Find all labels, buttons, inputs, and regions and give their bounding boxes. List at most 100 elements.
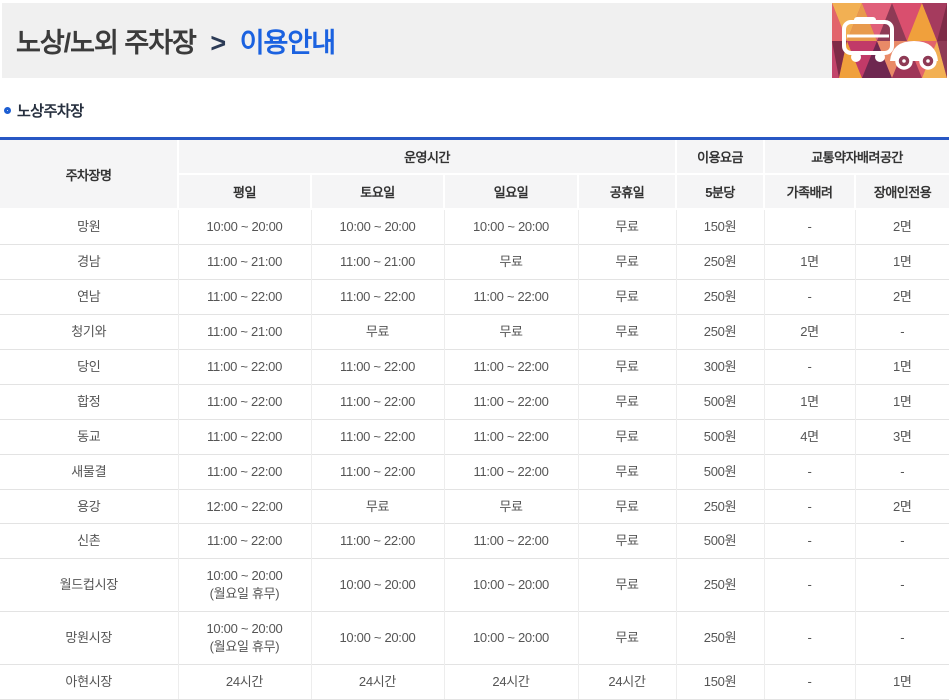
table-row: 망원 10:00 ~ 20:00 10:00 ~ 20:00 10:00 ~ 20:0… [0,208,949,245]
cell-parking-name: 월드컵시장 [0,558,179,612]
cell-disabled-space: - [854,453,949,489]
cell-sunday-hours: 10:00 ~ 20:00 [443,208,579,245]
parking-table-wrap: 주차장명 운영시간 이용요금 교통약자배려공간 평일 토요일 일요일 공휴일 5… [0,137,949,700]
cell-fee-per-5min: 250원 [675,313,765,350]
section-title: 노상주차장 [17,103,84,120]
cell-sunday-hours: 10:00 ~ 20:00 [443,611,579,665]
cell-family-space: 2면 [763,313,856,350]
cell-holiday-hours: 무료 [577,418,677,455]
table-row: 월드컵시장 10:00 ~ 20:00 (월요일 휴무) 10:00 ~ 20:00… [0,558,949,612]
cell-sunday-hours: 11:00 ~ 22:00 [443,523,579,559]
cell-fee-per-5min: 300원 [675,348,765,385]
cell-disabled-space: - [854,313,949,350]
table-row: 연남 11:00 ~ 22:00 11:00 ~ 22:00 11:00 ~ 22:0… [0,278,949,315]
cell-holiday-hours: 무료 [577,208,677,245]
cell-weekday-hours: 10:00 ~ 20:00 (월요일 휴무) [177,611,312,665]
cell-fee-per-5min: 150원 [675,208,765,245]
cell-holiday-hours: 무료 [577,488,677,524]
header-group-priority: 교통약자배려공간 [763,137,949,175]
cell-fee-per-5min: 500원 [675,418,765,455]
cell-parking-name: 용강 [0,488,179,524]
section-heading: 노상주차장 [4,100,84,121]
header-disabled-space: 장애인전용 [854,173,949,210]
cell-weekday-hours: 24시간 [177,664,312,700]
cell-sunday-hours: 11:00 ~ 22:00 [443,383,579,420]
cell-saturday-hours: 11:00 ~ 22:00 [310,383,445,420]
cell-saturday-hours: 무료 [310,313,445,350]
cell-holiday-hours: 무료 [577,558,677,612]
cell-parking-name: 동교 [0,418,179,455]
cell-family-space: - [763,453,856,489]
breadcrumb-current: 이용안내 [239,28,336,58]
cell-parking-name: 당인 [0,348,179,385]
cell-sunday-hours: 24시간 [443,664,579,700]
cell-disabled-space: 2면 [854,488,949,524]
cell-fee-per-5min: 150원 [675,664,765,700]
cell-fee-per-5min: 250원 [675,278,765,315]
cell-sunday-hours: 11:00 ~ 22:00 [443,348,579,385]
cell-sunday-hours: 10:00 ~ 20:00 [443,558,579,612]
table-row: 용강 12:00 ~ 22:00 무료 무료 무료 250원 -2면 [0,488,949,524]
cell-weekday-hours: 11:00 ~ 22:00 [177,523,312,559]
cell-disabled-space: 2면 [854,208,949,245]
table-row: 새물결 11:00 ~ 22:00 11:00 ~ 22:00 11:00 ~ 22:… [0,453,949,489]
table-row: 청기와 11:00 ~ 21:00 무료 무료 무료 250원 2면 - [0,313,949,350]
cell-parking-name: 망원시장 [0,611,179,665]
header-saturday: 토요일 [310,173,445,210]
table-row: 망원시장 10:00 ~ 20:00 (월요일 휴무) 10:00 ~ 20:00 1… [0,611,949,665]
header-sunday: 일요일 [443,173,579,210]
cell-disabled-space: 1면 [854,348,949,385]
cell-family-space: - [763,208,856,245]
cell-saturday-hours: 11:00 ~ 22:00 [310,523,445,559]
cell-saturday-hours: 무료 [310,488,445,524]
header-parking-name: 주차장명 [0,137,179,210]
cell-parking-name: 합정 [0,383,179,420]
cell-holiday-hours: 무료 [577,278,677,315]
cell-family-space: - [763,611,856,665]
table-row: 당인 11:00 ~ 22:00 11:00 ~ 22:00 11:00 ~ 22:0… [0,348,949,385]
table-header-row-groups: 주차장명 운영시간 이용요금 교통약자배려공간 [0,137,949,210]
cell-fee-per-5min: 250원 [675,243,765,280]
cell-sunday-hours: 11:00 ~ 22:00 [443,453,579,489]
cell-disabled-space: 2면 [854,278,949,315]
cell-parking-name: 경남 [0,243,179,280]
ring-bullet-icon [4,107,11,114]
breadcrumb: 노상/노외 주차장 > 이용안내 [2,21,336,60]
cell-sunday-hours: 무료 [443,488,579,524]
cell-parking-name: 아현시장 [0,664,179,700]
cell-saturday-hours: 11:00 ~ 22:00 [310,348,445,385]
table-row: 합정 11:00 ~ 22:00 11:00 ~ 22:00 11:00 ~ 22:0… [0,383,949,420]
cell-weekday-hours: 11:00 ~ 22:00 [177,278,312,315]
cell-weekday-hours: 10:00 ~ 20:00 (월요일 휴무) [177,558,312,612]
cell-weekday-hours: 11:00 ~ 22:00 [177,418,312,455]
parking-table: 주차장명 운영시간 이용요금 교통약자배려공간 평일 토요일 일요일 공휴일 5… [0,137,949,700]
cell-saturday-hours: 11:00 ~ 21:00 [310,243,445,280]
cell-family-space: - [763,664,856,700]
cell-fee-per-5min: 250원 [675,611,765,665]
header-group-fee: 이용요금 [675,137,766,175]
cell-disabled-space: 1면 [854,243,949,280]
bus-icon [842,17,894,62]
cell-family-space: - [763,488,856,524]
cell-saturday-hours: 11:00 ~ 22:00 [310,418,445,455]
cell-disabled-space: 3면 [854,418,949,455]
cell-family-space: - [763,348,856,385]
cell-saturday-hours: 11:00 ~ 22:00 [310,453,445,489]
cell-holiday-hours: 무료 [577,243,677,280]
cell-fee-per-5min: 500원 [675,383,765,420]
cell-holiday-hours: 무료 [577,313,677,350]
header-family-space: 가족배려 [763,173,857,210]
cell-saturday-hours: 24시간 [310,664,445,700]
table-row: 동교 11:00 ~ 22:00 11:00 ~ 22:00 11:00 ~ 22:0… [0,418,949,455]
cell-disabled-space: - [854,558,949,612]
breadcrumb-parent: 노상/노외 주차장 [16,28,197,58]
cell-holiday-hours: 24시간 [577,664,677,700]
cell-fee-per-5min: 250원 [675,488,765,524]
cell-weekday-hours: 11:00 ~ 22:00 [177,383,312,420]
cell-fee-per-5min: 500원 [675,523,765,559]
cell-family-space: 1면 [763,383,856,420]
bus-and-car-icon [832,3,947,78]
cell-family-space: 4면 [763,418,856,455]
cell-parking-name: 신촌 [0,523,179,559]
cell-fee-per-5min: 500원 [675,453,765,489]
